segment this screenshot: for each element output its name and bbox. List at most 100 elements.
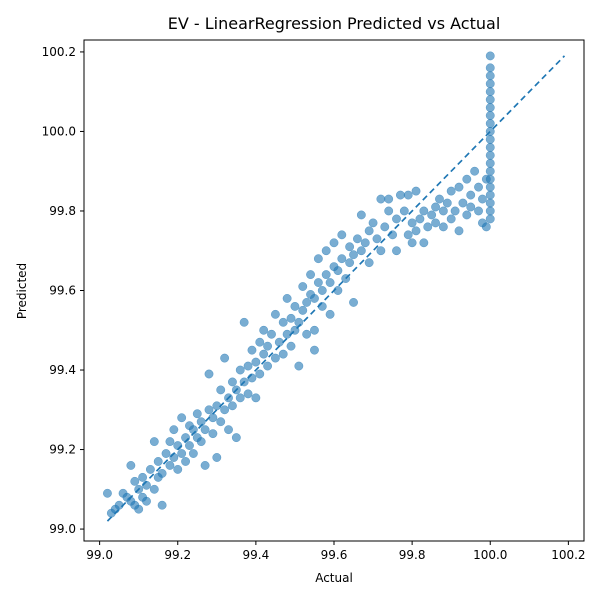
data-point <box>419 206 429 216</box>
data-point <box>306 270 316 280</box>
data-point <box>134 504 144 514</box>
data-point <box>462 174 472 184</box>
data-point <box>376 246 386 256</box>
data-point <box>427 210 437 220</box>
data-point <box>360 238 370 248</box>
data-point <box>286 341 296 351</box>
data-point <box>485 206 495 216</box>
data-point <box>224 425 233 435</box>
reference-line <box>106 55 566 522</box>
data-point <box>177 413 187 423</box>
data-point <box>395 190 405 200</box>
data-point <box>302 329 312 339</box>
data-point <box>485 63 495 73</box>
data-point <box>466 190 476 200</box>
data-point <box>239 317 249 327</box>
data-point <box>411 186 421 196</box>
data-point <box>243 361 253 371</box>
data-point <box>454 226 464 236</box>
data-point <box>255 337 265 347</box>
data-point <box>474 182 483 192</box>
y-axis: 99.0 99.2 99.4 99.6 99.8 100.0 100.2 <box>42 45 84 536</box>
data-point <box>286 313 296 323</box>
data-point <box>177 449 187 458</box>
data-point <box>267 329 276 339</box>
x-tick-label: 99.6 <box>321 548 348 562</box>
data-point <box>142 496 151 506</box>
data-point <box>431 218 441 228</box>
x-axis-label: Actual <box>315 571 353 585</box>
data-point <box>325 309 335 319</box>
data-point <box>485 182 495 192</box>
data-point <box>337 230 347 240</box>
data-point <box>263 361 273 371</box>
data-point <box>446 214 456 224</box>
data-point <box>333 266 343 276</box>
data-point <box>278 349 288 359</box>
data-point <box>188 449 198 458</box>
y-tick-label: 99.2 <box>49 443 76 457</box>
y-tick-label: 99.8 <box>49 204 76 218</box>
data-point <box>372 234 382 244</box>
data-point <box>485 79 495 89</box>
data-point <box>403 190 413 200</box>
data-point <box>384 194 394 204</box>
data-point <box>485 214 495 224</box>
data-point <box>208 429 218 439</box>
data-point <box>247 345 257 355</box>
x-tick-label: 99.2 <box>164 548 191 562</box>
data-point <box>485 166 495 176</box>
data-point <box>399 206 409 216</box>
data-point <box>423 222 433 232</box>
data-point <box>216 385 226 395</box>
data-point <box>282 294 292 303</box>
data-point <box>310 325 319 335</box>
x-tick-label: 99.4 <box>243 548 270 562</box>
data-point <box>321 246 331 256</box>
data-point <box>243 389 253 399</box>
data-point <box>200 425 210 435</box>
data-point <box>157 500 167 510</box>
data-point <box>329 238 339 248</box>
y-tick-label: 100.0 <box>42 124 76 138</box>
data-point <box>384 206 394 216</box>
data-point <box>231 433 241 443</box>
x-tick-label: 99.8 <box>399 548 426 562</box>
data-point <box>102 488 112 498</box>
data-point <box>313 278 323 287</box>
data-point <box>442 198 452 208</box>
data-point <box>157 468 167 478</box>
data-point <box>298 282 308 291</box>
data-point <box>345 258 355 268</box>
y-axis-label: Predicted <box>15 263 29 319</box>
data-point <box>149 484 159 494</box>
data-point <box>161 449 171 458</box>
data-point <box>251 357 261 367</box>
data-point <box>255 369 265 379</box>
data-point <box>165 437 175 447</box>
data-point <box>313 254 323 264</box>
data-point <box>485 51 495 61</box>
data-point <box>321 270 331 280</box>
data-point <box>380 222 390 232</box>
data-point <box>212 453 222 462</box>
data-point <box>485 95 495 105</box>
data-point <box>259 349 269 359</box>
data-point <box>485 103 495 113</box>
x-tick-label: 100.0 <box>473 548 507 562</box>
plot-area <box>83 39 585 542</box>
data-point <box>235 393 245 403</box>
data-point <box>181 457 191 466</box>
data-point <box>470 166 480 176</box>
data-point <box>325 278 335 287</box>
y-tick-label: 99.4 <box>49 363 76 377</box>
data-point <box>220 353 230 363</box>
data-point <box>153 457 163 466</box>
data-point <box>450 206 460 216</box>
data-points <box>102 51 495 518</box>
data-point <box>466 202 476 212</box>
data-point <box>220 405 230 415</box>
data-point <box>477 194 487 204</box>
x-tick-label: 99.0 <box>86 548 113 562</box>
